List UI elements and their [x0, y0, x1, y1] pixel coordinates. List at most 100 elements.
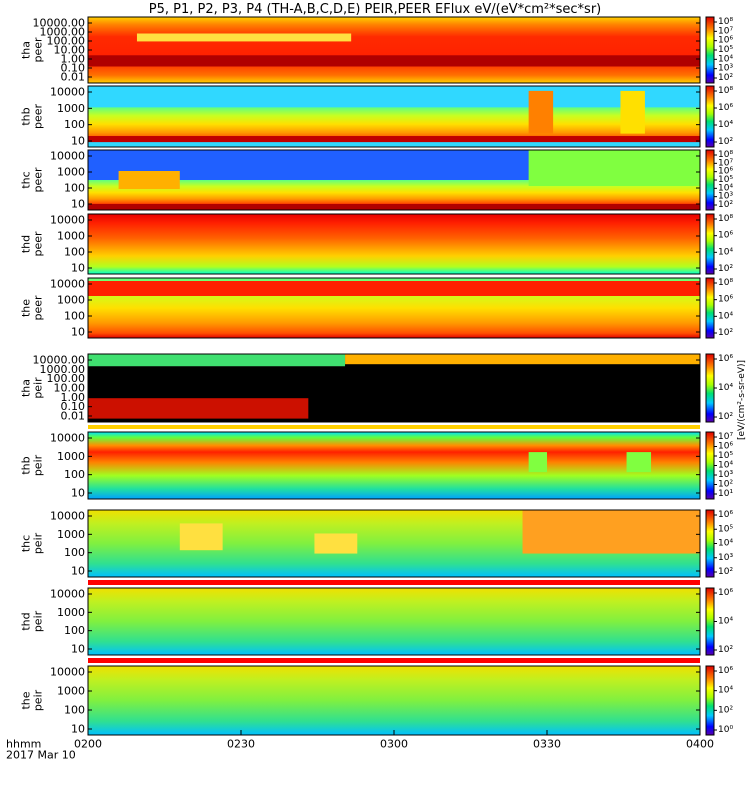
colorbar-tick-label: 10² — [718, 264, 733, 274]
colorbar-tick-label: 10⁴ — [718, 617, 733, 627]
panel-label-probe: tha — [20, 379, 33, 397]
y-tick-label: 1000 — [57, 102, 85, 115]
colorbar-tick-label: 10² — [718, 200, 733, 210]
heatmap-band — [88, 204, 700, 210]
colorbar-tick-label: 10⁶ — [718, 167, 733, 177]
heatmap-cell — [88, 432, 700, 499]
separator-strip — [88, 425, 700, 429]
colorbar-tick-label: 10⁶ — [718, 510, 733, 520]
colorbar-tick-label: 10⁶ — [718, 442, 733, 452]
panel-heatmap — [88, 666, 700, 735]
y-tick-label: 1000 — [57, 528, 85, 541]
y-tick-label: 1.00 — [61, 53, 86, 66]
chart-title: P5, P1, P2, P3, P4 (TH-A,B,C,D,E) PEIR,P… — [148, 2, 602, 17]
colorbar-tick-label: 10⁷ — [718, 158, 733, 168]
y-tick-label: 10000 — [50, 510, 85, 523]
y-tick-label: 10 — [71, 198, 85, 211]
y-tick-label: 10000 — [50, 86, 85, 99]
colorbar-tick-label: 10³ — [718, 64, 733, 74]
colorbar-unit-label: [eV/(cm²-s-sr-eV)] — [737, 360, 747, 440]
heatmap-band — [528, 90, 554, 134]
panel-label-probe: thb — [20, 107, 33, 125]
panel-label-probe: thc — [20, 535, 33, 552]
y-tick-label: 0.10 — [61, 400, 86, 413]
colorbar-tick-label: 10⁶ — [718, 36, 733, 46]
panel-frame — [87, 85, 701, 148]
heatmap-band — [88, 398, 309, 419]
y-tick-label: 10 — [71, 643, 85, 656]
colorbar-tick-label: 10² — [718, 567, 733, 577]
colorbar-tick-label: 10⁵ — [718, 524, 733, 534]
panel-label-probe: tha — [20, 41, 33, 59]
x-axis-date: 2017 Mar 10 — [6, 749, 76, 762]
heatmap-band — [88, 281, 700, 296]
colorbar-tick-label: 10⁴ — [718, 311, 733, 321]
panel-heatmap — [88, 354, 700, 422]
y-tick-label: 100 — [64, 624, 85, 637]
panel-label-probe: thd — [20, 235, 33, 253]
panel-heatmap — [88, 278, 700, 338]
colorbar-tick-label: 10² — [718, 645, 733, 655]
colorbar-tick-label: 10⁴ — [718, 686, 733, 696]
y-tick-label: 10 — [71, 135, 85, 148]
y-tick-label: 0.01 — [61, 71, 86, 84]
y-tick-label: 1000.00 — [40, 26, 86, 39]
panel-label-probe: thb — [20, 456, 33, 474]
colorbar-tick-label: 10⁵ — [718, 45, 733, 55]
panel-frame — [87, 149, 701, 211]
y-tick-label: 100 — [64, 246, 85, 259]
colorbar-tick-label: 10⁶ — [718, 354, 733, 364]
panel-frame — [87, 509, 701, 578]
colorbar-tick-label: 10⁰ — [718, 725, 733, 735]
y-tick-label: 1000 — [57, 450, 85, 463]
colorbar-tick-label: 10² — [718, 137, 733, 147]
colorbar — [705, 509, 715, 578]
y-tick-label: 10 — [71, 723, 85, 736]
panel-label-probe: the — [20, 691, 33, 709]
panel-label-product: peir — [32, 610, 45, 632]
colorbar-tick-label: 10⁵ — [718, 175, 733, 185]
separator-strip — [88, 502, 700, 506]
panel-label-product: peer — [32, 104, 45, 130]
colorbar-tick-label: 10⁴ — [718, 183, 733, 193]
colorbar-tick-label: 10⁶ — [718, 588, 733, 598]
x-tick-label: 0230 — [227, 738, 255, 751]
colorbar-tick-label: 10³ — [718, 553, 733, 563]
heatmap-band — [522, 510, 700, 554]
panel-heatmap — [88, 214, 700, 274]
panel-heatmap — [88, 86, 700, 147]
heatmap-band — [179, 523, 223, 551]
x-axis-label: hhmm — [6, 738, 41, 751]
panel-frame — [87, 277, 701, 339]
y-tick-label: 0.10 — [61, 62, 86, 75]
colorbar — [705, 213, 715, 275]
colorbar-tick-label: 10⁶ — [718, 295, 733, 305]
heatmap-band — [626, 452, 652, 473]
y-tick-label: 100.00 — [47, 35, 86, 48]
colorbar-tick-label: 10² — [718, 328, 733, 338]
x-tick-label: 0300 — [380, 738, 408, 751]
panel-label-product: peir — [32, 689, 45, 711]
y-tick-label: 100 — [64, 182, 85, 195]
panel-label-product: peir — [32, 377, 45, 399]
separator-strip — [88, 658, 700, 663]
heatmap-band — [528, 150, 700, 186]
colorbar-tick-label: 10⁷ — [718, 432, 733, 442]
panel-heatmap — [88, 432, 700, 499]
y-tick-label: 100 — [64, 546, 85, 559]
y-tick-label: 1000 — [57, 294, 85, 307]
x-tick-label: 0330 — [533, 738, 561, 751]
heatmap-band — [118, 171, 180, 189]
colorbar-tick-label: 10⁸ — [718, 278, 733, 288]
colorbar-tick-label: 10⁴ — [718, 383, 733, 393]
colorbar-tick-label: 10⁴ — [718, 54, 733, 64]
panel-label-product: peer — [32, 167, 45, 193]
colorbar-tick-label: 10⁴ — [718, 539, 733, 549]
panel-label-product: peer — [32, 37, 45, 63]
heatmap-band — [136, 33, 352, 42]
colorbar-tick-label: 10⁶ — [718, 103, 733, 113]
heatmap-cell — [88, 214, 700, 274]
colorbar-tick-label: 10⁵ — [718, 451, 733, 461]
panel-heatmap — [88, 17, 700, 83]
heatmap-band — [88, 136, 700, 143]
